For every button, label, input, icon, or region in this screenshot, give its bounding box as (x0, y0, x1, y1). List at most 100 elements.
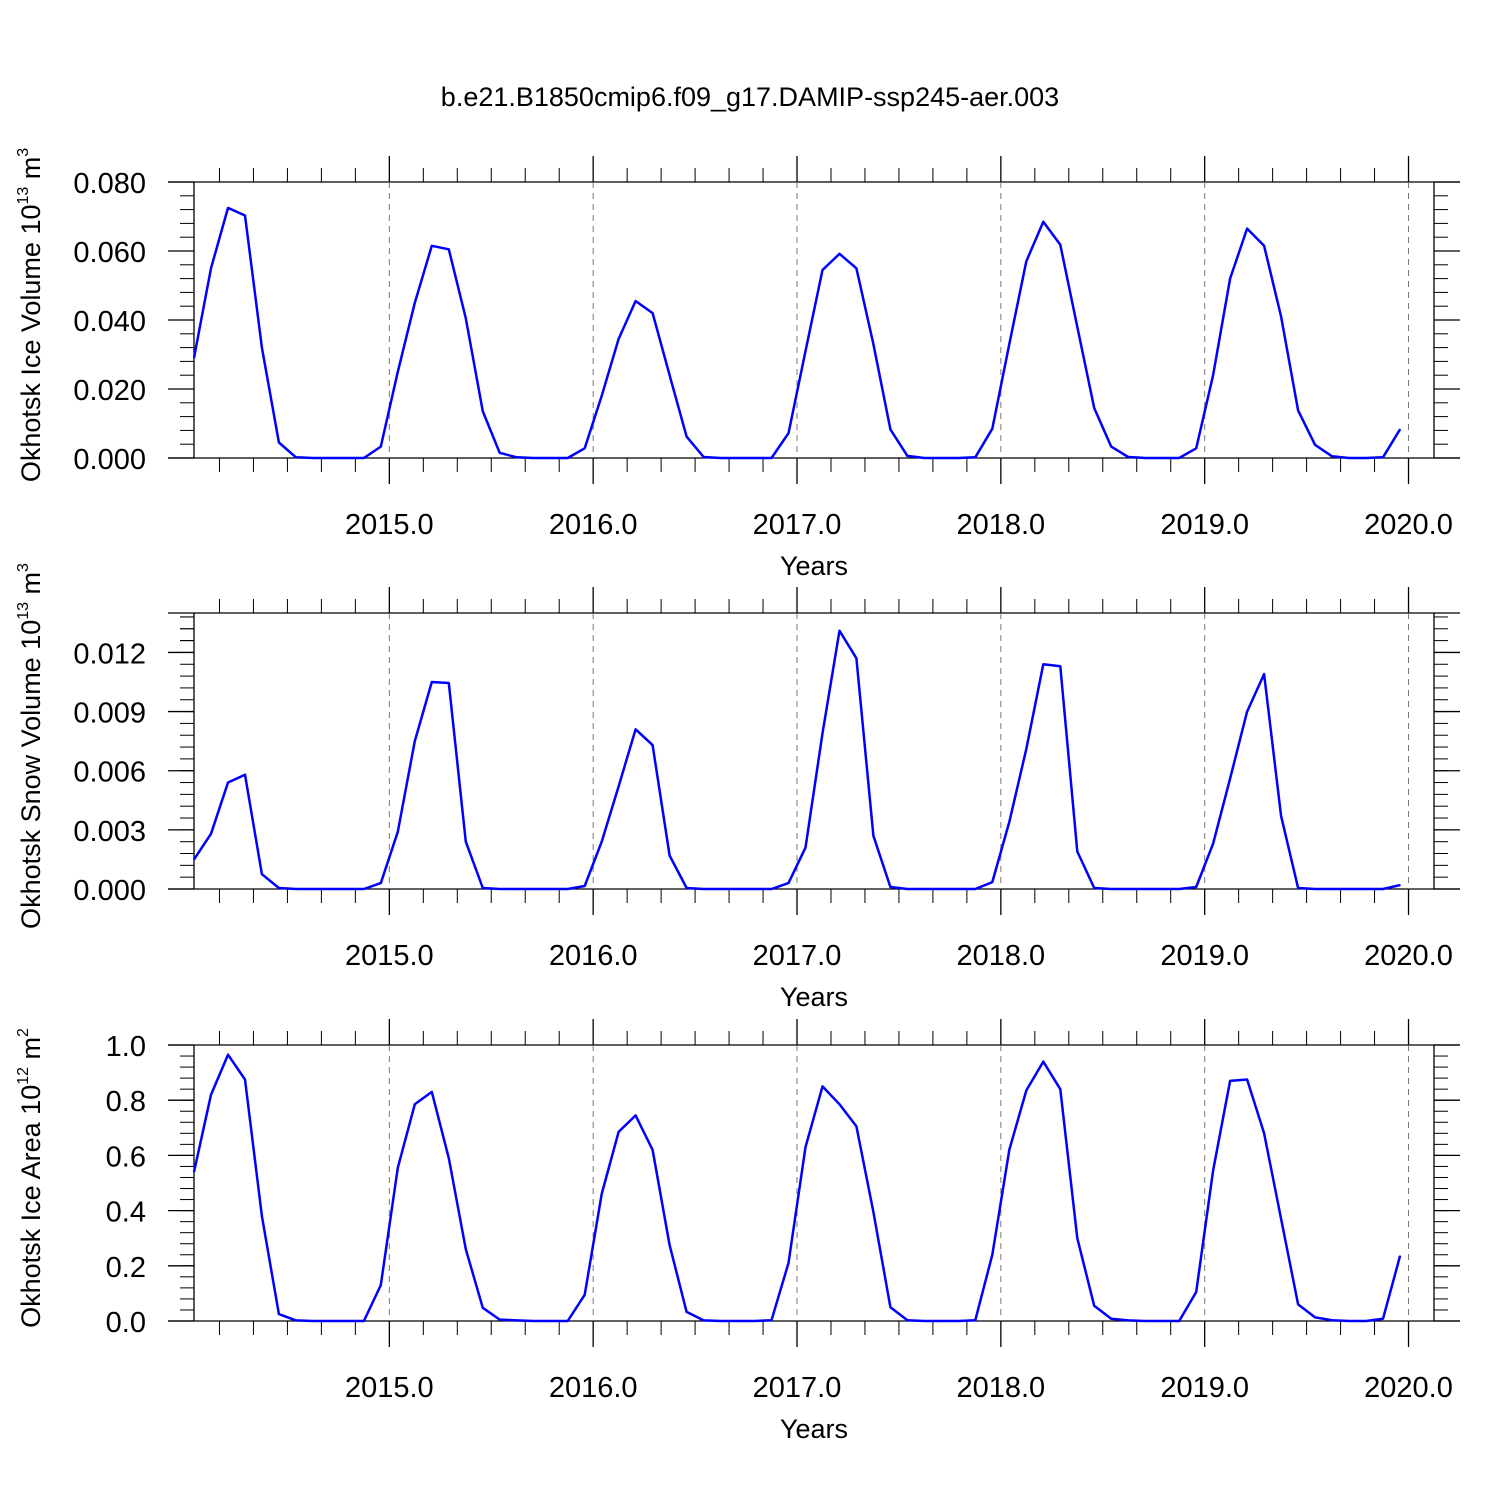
data-point (1042, 1060, 1045, 1063)
data-point (431, 681, 433, 683)
y-tick-label: 0.012 (73, 638, 146, 670)
data-point (634, 300, 637, 302)
x-tick-label: 2017.0 (753, 1372, 842, 1404)
data-point (465, 840, 467, 843)
data-point (465, 1248, 467, 1250)
data-point (1178, 457, 1180, 459)
data-point (668, 854, 671, 857)
y-tick-label: 0.6 (106, 1141, 146, 1173)
data-point (974, 1319, 977, 1321)
data-point (1110, 888, 1112, 890)
data-point (515, 888, 518, 890)
data-point (549, 1320, 552, 1322)
data-point (736, 1320, 739, 1322)
data-point (753, 1320, 756, 1322)
y-tick-label: 0.000 (73, 875, 146, 907)
data-point (397, 1167, 399, 1169)
data-point (787, 882, 790, 884)
data-point (804, 350, 807, 352)
data-point (1280, 1218, 1282, 1220)
data-point (1212, 842, 1214, 845)
data-point (1127, 888, 1129, 890)
data-point (736, 457, 739, 459)
x-tick-label: 2015.0 (345, 509, 434, 541)
y-tick-label: 0.006 (73, 757, 146, 789)
data-point (482, 887, 484, 889)
x-tick-label: 2016.0 (549, 1372, 638, 1404)
data-point (1076, 1237, 1079, 1239)
data-point (1178, 1320, 1180, 1322)
data-point (1331, 455, 1333, 458)
y-tick-label: 0.003 (73, 816, 146, 848)
data-point (498, 888, 501, 890)
data-point (1246, 1078, 1248, 1081)
data-point (1399, 428, 1401, 431)
data-point (974, 888, 977, 890)
data-point (1127, 456, 1129, 458)
data-point (193, 858, 195, 861)
data-point (363, 457, 365, 459)
data-point (312, 1320, 314, 1322)
x-tick-label: 2017.0 (753, 509, 842, 541)
series-line (192, 1053, 1402, 1323)
series-line (192, 629, 1401, 891)
data-point (940, 457, 943, 459)
x-tick-label: 2018.0 (956, 1372, 1045, 1404)
data-point (1025, 1089, 1028, 1092)
data-point (312, 888, 314, 890)
x-tick-label: 2020.0 (1364, 509, 1453, 541)
data-point (1110, 445, 1112, 448)
data-point (719, 457, 722, 459)
data-point (1263, 1132, 1265, 1135)
data-point (1246, 710, 1248, 713)
data-point (889, 1306, 892, 1308)
data-point (414, 740, 416, 742)
data-point (210, 833, 212, 835)
data-point (991, 427, 994, 430)
data-point (1314, 1316, 1316, 1319)
data-point (600, 1193, 603, 1195)
data-point (210, 267, 212, 270)
data-point (448, 1157, 450, 1159)
data-point (1178, 888, 1180, 890)
data-point (872, 1211, 875, 1213)
x-tick-label: 2018.0 (956, 940, 1045, 972)
data-point (770, 1319, 773, 1321)
data-point (244, 773, 246, 776)
data-point (719, 1320, 722, 1322)
data-point (1195, 1291, 1197, 1293)
data-point (668, 374, 671, 377)
data-point (957, 457, 960, 459)
data-point (193, 357, 195, 359)
data-point (1195, 886, 1197, 888)
data-point (821, 269, 824, 271)
data-point (1161, 888, 1163, 890)
data-point (346, 1320, 348, 1322)
data-point (329, 457, 331, 459)
data-point (515, 1319, 518, 1322)
data-point (1076, 850, 1079, 853)
data-point (685, 887, 688, 889)
data-point (702, 1319, 705, 1322)
data-point (736, 888, 739, 890)
data-point (1297, 1303, 1299, 1306)
data-point (787, 1262, 790, 1264)
data-point (380, 445, 382, 448)
data-point (532, 457, 535, 459)
x-axis-label: Years (780, 1414, 848, 1444)
x-axis-label: Years (780, 551, 848, 581)
data-point (702, 888, 705, 890)
series-line (192, 206, 1402, 460)
data-point (210, 1093, 212, 1096)
data-point (498, 1318, 501, 1321)
y-axis-label: Okhotsk Snow Volume 1013 m3 (15, 563, 46, 929)
data-point (244, 1078, 246, 1081)
data-point (1127, 1319, 1129, 1322)
data-point (583, 1294, 586, 1296)
y-tick-label: 0.8 (106, 1086, 146, 1118)
data-point (685, 435, 688, 438)
data-point (1297, 409, 1299, 412)
data-point (787, 432, 790, 435)
data-point (329, 888, 331, 890)
data-point (431, 245, 433, 247)
